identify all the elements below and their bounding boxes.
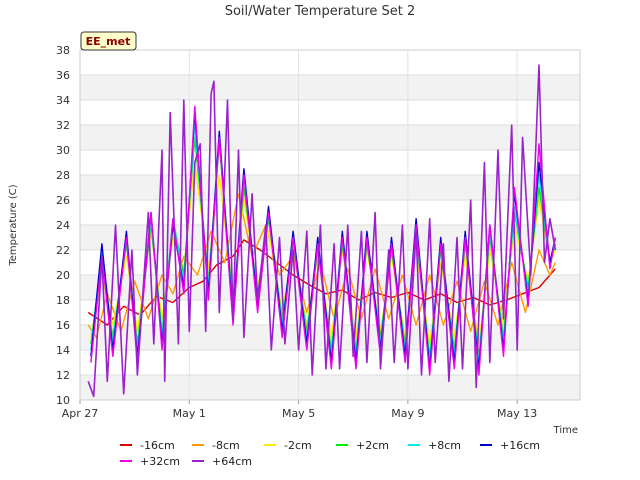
grid-band [80, 100, 580, 125]
plot-border [79, 49, 581, 401]
legend-label: -16cm [140, 439, 175, 452]
y-axis-label: Temperature (C) [8, 184, 19, 266]
legend-label: +8cm [428, 439, 461, 452]
legend-item: +16cm [480, 439, 540, 452]
legend-item: +2cm [336, 439, 389, 452]
y-tick-label: 16 [56, 319, 70, 332]
chart-title: Soil/Water Temperature Set 2 [225, 4, 416, 19]
legend-item: +8cm [408, 439, 461, 452]
x-axis: Apr 27 May 1 May 5 May 9 May 13 [62, 400, 537, 420]
y-tick-label: 34 [56, 94, 70, 107]
y-tick-label: 20 [56, 269, 70, 282]
grid-band [80, 75, 580, 100]
x-tick-label: May 13 [497, 407, 537, 420]
x-axis-label: Time [553, 425, 578, 436]
grid-band [80, 150, 580, 175]
series-line-16cm [87, 239, 556, 326]
y-tick-label: 14 [56, 344, 70, 357]
legend-item: +64cm [192, 455, 252, 468]
badge-label: EE_met [86, 35, 131, 48]
series-lines [87, 64, 557, 398]
y-tick-label: 24 [56, 219, 70, 232]
grid-band [80, 225, 580, 250]
y-tick-label: 38 [56, 44, 70, 57]
grid-band [80, 50, 580, 75]
y-tick-label: 32 [56, 119, 70, 132]
grid-band [80, 200, 580, 225]
legend-label: +64cm [212, 455, 252, 468]
grid-band [80, 175, 580, 200]
legend-item: -2cm [264, 439, 312, 452]
badge: EE_met [80, 31, 137, 51]
grid-band [80, 375, 580, 400]
legend: -16cm -8cm -2cm +2cm +8cm +16cm +32cm +64cm [120, 439, 540, 468]
y-tick-label: 12 [56, 369, 70, 382]
y-tick-label: 28 [56, 169, 70, 182]
x-tick-label: May 9 [391, 407, 424, 420]
legend-label: -8cm [212, 439, 240, 452]
series-line-64cm [87, 64, 557, 398]
legend-item: -16cm [120, 439, 175, 452]
legend-label: +16cm [500, 439, 540, 452]
y-tick-label: 36 [56, 69, 70, 82]
legend-item: -8cm [192, 439, 240, 452]
y-tick-label: 22 [56, 244, 70, 257]
y-tick-label: 30 [56, 144, 70, 157]
grid-band [80, 125, 580, 150]
y-tick-label: 18 [56, 294, 70, 307]
legend-label: -2cm [284, 439, 312, 452]
x-tick-label: Apr 27 [62, 407, 99, 420]
legend-label: +32cm [140, 455, 180, 468]
legend-label: +2cm [356, 439, 389, 452]
y-tick-label: 26 [56, 194, 70, 207]
y-axis: 10 12 14 16 18 20 22 24 26 28 30 32 34 36 38 [56, 44, 70, 407]
y-tick-label: 10 [56, 394, 70, 407]
legend-item: +32cm [120, 455, 180, 468]
x-tick-label: May 5 [282, 407, 315, 420]
x-tick-label: May 1 [173, 407, 206, 420]
